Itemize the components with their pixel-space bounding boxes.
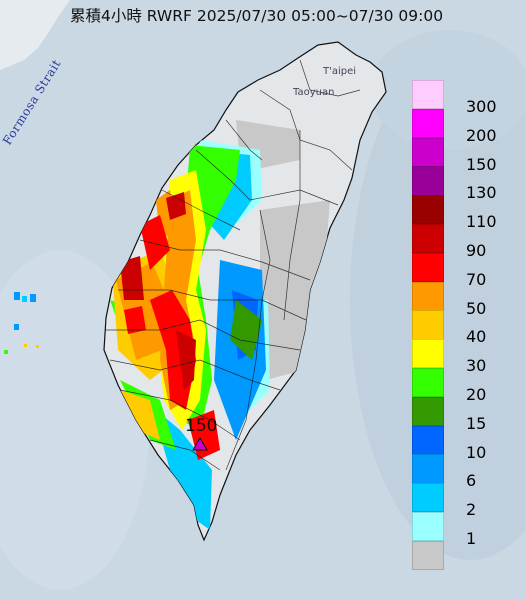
mainland-coast <box>0 0 70 70</box>
legend-swatch <box>412 483 444 513</box>
county-boundaries <box>106 59 361 471</box>
taoyuan-label: Taoyuan <box>293 87 335 98</box>
legend-swatch <box>412 540 444 571</box>
legend-label: 20 <box>466 385 487 404</box>
legend-label: 90 <box>466 241 487 260</box>
max-value-label: 150 <box>185 416 218 436</box>
legend-label: 110 <box>466 212 497 232</box>
legend-label: 70 <box>466 269 487 289</box>
legend-swatch <box>412 454 444 484</box>
legend-swatch <box>412 281 444 311</box>
legend-swatch <box>412 368 444 398</box>
legend-swatch <box>412 224 444 254</box>
rainfall-layer <box>110 120 330 530</box>
legend-swatch <box>412 108 444 139</box>
legend-swatch <box>412 195 444 225</box>
legend-swatch <box>412 339 444 369</box>
penghu-radar-echo <box>4 292 39 354</box>
legend-label: 6 <box>466 471 477 491</box>
legend-swatch <box>412 166 444 196</box>
legend-label: 1 <box>466 529 477 548</box>
legend-label: 50 <box>466 298 487 318</box>
legend-swatch <box>412 80 444 110</box>
legend-label: 150 <box>466 154 497 174</box>
legend-swatch <box>412 137 444 167</box>
legend-label: 200 <box>466 125 497 145</box>
legend-label: 300 <box>466 97 497 116</box>
legend-swatch <box>412 425 444 455</box>
legend-label: 2 <box>466 500 477 520</box>
legend-swatch <box>412 310 444 340</box>
legend-label: 10 <box>466 442 487 462</box>
map-title: 累積4小時 RWRF 2025/07/30 05:00~07/30 09:00 <box>70 7 444 25</box>
max-rainfall-marker <box>192 437 208 451</box>
legend-swatch <box>412 396 444 427</box>
taipei-label: T'aipei <box>323 66 357 77</box>
legend-label: 130 <box>466 183 497 203</box>
legend-label: 15 <box>466 413 487 433</box>
legend-swatch <box>412 512 444 542</box>
legend-label: 40 <box>466 327 487 347</box>
legend-label: 30 <box>466 356 487 376</box>
legend-swatch <box>412 252 444 283</box>
